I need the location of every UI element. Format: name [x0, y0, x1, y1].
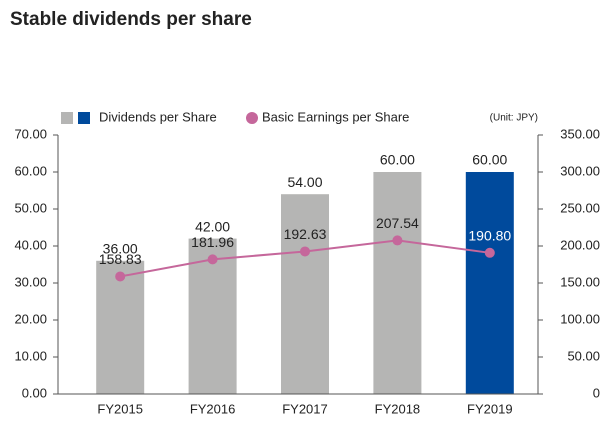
bar [96, 260, 145, 394]
bar-value-label: 54.00 [287, 174, 322, 190]
line-point [392, 235, 403, 246]
line-value-label: 181.96 [191, 234, 234, 250]
y-tick-label: 20.00 [14, 311, 47, 326]
x-tick-label: FY2016 [190, 401, 236, 416]
bar-value-label: 60.00 [380, 152, 415, 168]
legend-swatch [61, 112, 73, 124]
legend-label: Basic Earnings per Share [262, 109, 409, 124]
y2-tick-label: 200.00 [560, 237, 600, 252]
y2-tick-label: 0 [593, 385, 600, 400]
bar [188, 238, 237, 394]
line-value-label: 207.54 [376, 215, 419, 231]
line-value-label: 192.63 [284, 226, 327, 242]
y-tick-label: 40.00 [14, 237, 47, 252]
bar-value-label: 42.00 [195, 218, 230, 234]
line-point [207, 254, 218, 265]
y-tick-label: 70.00 [14, 126, 47, 141]
chart-title: Stable dividends per share [10, 9, 252, 30]
line-value-label: 190.80 [468, 228, 511, 244]
x-tick-label: FY2019 [467, 401, 513, 416]
y2-tick-label: 100.00 [560, 311, 600, 326]
bar-value-label: 36.00 [103, 241, 138, 257]
line-point [484, 247, 495, 258]
y2-tick-label: 350.00 [560, 126, 600, 141]
unit-note: (Unit: JPY) [490, 113, 538, 124]
bar [373, 172, 422, 394]
y-tick-label: 10.00 [14, 348, 47, 363]
bar-value-label: 60.00 [472, 152, 507, 168]
bar [281, 194, 329, 394]
legend-swatch [78, 112, 90, 124]
x-tick-label: FY2017 [282, 401, 328, 416]
legend-swatch [246, 112, 258, 124]
y2-tick-label: 50.00 [567, 348, 600, 363]
y2-tick-label: 300.00 [560, 163, 600, 178]
x-tick-label: FY2015 [97, 401, 143, 416]
y-tick-label: 0.00 [22, 385, 47, 400]
y2-tick-label: 250.00 [560, 200, 600, 215]
line-value-label: 158.83 [99, 251, 142, 267]
y-tick-label: 60.00 [14, 163, 47, 178]
y2-tick-label: 150.00 [560, 274, 600, 289]
line-point [300, 246, 310, 257]
y-tick-label: 50.00 [14, 200, 47, 215]
legend-label: Dividends per Share [99, 109, 217, 124]
bar [465, 172, 514, 394]
y-tick-label: 30.00 [14, 274, 47, 289]
line-point [115, 271, 126, 282]
x-tick-label: FY2018 [375, 401, 421, 416]
